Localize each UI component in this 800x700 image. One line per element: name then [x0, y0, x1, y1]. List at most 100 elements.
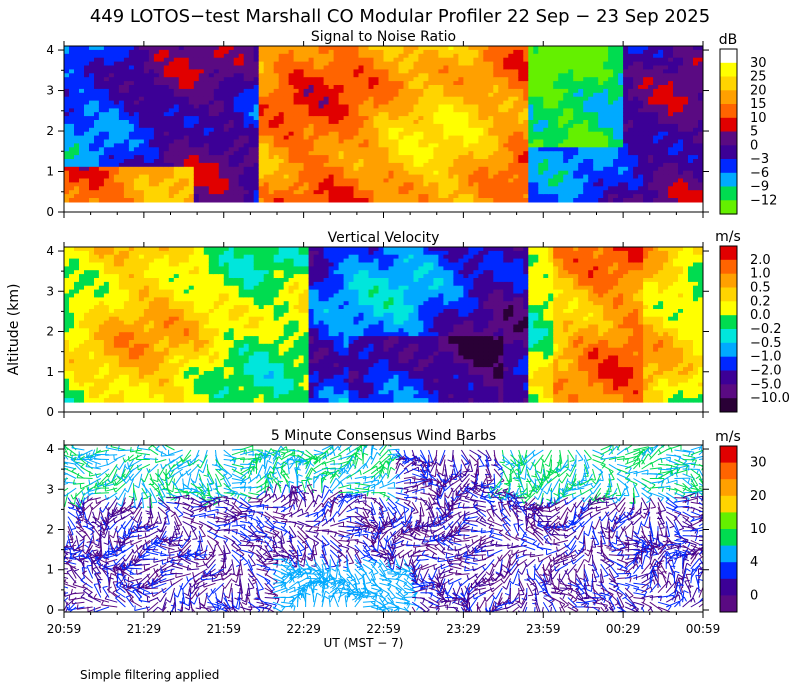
heat-cell: [623, 174, 629, 180]
heat-cell: [213, 182, 220, 187]
heat-cell: [633, 108, 639, 113]
heat-cell: [418, 182, 424, 187]
heat-cell: [128, 127, 135, 133]
heat-cell: [188, 96, 195, 102]
heat-cell: [443, 166, 449, 172]
heat-cell: [193, 85, 200, 90]
heat-cell: [478, 186, 484, 191]
heat-cell: [253, 100, 260, 106]
heat-cell: [403, 123, 410, 129]
heat-cell: [193, 65, 200, 70]
heat-cell: [333, 69, 340, 74]
heat-cell: [403, 127, 410, 133]
heat-cell: [458, 92, 464, 98]
heat-cell: [558, 100, 564, 106]
heat-cell: [79, 170, 85, 176]
heat-cell: [378, 49, 385, 55]
heat-cell: [228, 155, 235, 160]
heat-cell: [283, 57, 290, 63]
heat-cell: [123, 53, 130, 59]
heat-cell: [108, 85, 115, 90]
heat-cell: [658, 81, 664, 86]
heat-cell: [84, 147, 90, 152]
heat-cell: [403, 186, 410, 191]
heat-cell: [608, 174, 614, 180]
heat-cell: [513, 112, 519, 117]
heat-cell: [283, 77, 290, 82]
heat-cell: [173, 143, 180, 148]
heat-cell: [523, 49, 529, 55]
heat-cell: [673, 77, 679, 82]
heat-cell: [278, 77, 285, 82]
heat-cell: [548, 147, 554, 152]
heat-cell: [378, 178, 385, 183]
heat-cell: [138, 162, 145, 168]
heat-cell: [163, 88, 170, 94]
heat-cell: [84, 151, 90, 156]
heat-cell: [443, 77, 449, 82]
heat-cell: [678, 170, 684, 176]
heat-cell: [568, 104, 574, 109]
heat-cell: [613, 143, 619, 148]
heat-cell: [568, 190, 574, 195]
heat-cell: [89, 178, 95, 183]
heat-cell: [263, 123, 270, 129]
heat-cell: [563, 198, 569, 203]
heat-cell: [543, 135, 549, 141]
heat-cell: [133, 96, 140, 102]
heat-cell: [163, 190, 170, 195]
heat-cell: [503, 65, 509, 70]
heat-cell: [293, 178, 300, 183]
heat-cell: [64, 81, 70, 86]
heat-cell: [558, 112, 564, 117]
heat-cell: [168, 182, 175, 187]
heat-cell: [613, 194, 619, 199]
heat-cell: [253, 61, 260, 67]
heat-cell: [243, 112, 250, 117]
heat-cell: [133, 151, 140, 156]
heat-cell: [328, 112, 335, 117]
heat-cell: [388, 49, 395, 55]
heat-cell: [393, 182, 400, 187]
heat-cell: [153, 123, 160, 129]
heat-cell: [643, 49, 649, 55]
heat-cell: [378, 166, 385, 172]
heat-cell: [208, 127, 215, 133]
heat-cell: [123, 85, 130, 90]
heat-cell: [648, 112, 654, 117]
heat-cell: [323, 81, 330, 86]
heat-cell: [333, 162, 340, 168]
heat-cell: [588, 92, 594, 98]
heat-cell: [203, 65, 210, 70]
heat-cell: [368, 112, 375, 117]
heat-cell: [463, 123, 469, 129]
heat-cell: [663, 123, 669, 129]
heat-cell: [568, 127, 574, 133]
heat-cell: [278, 170, 285, 176]
heat-cell: [488, 127, 494, 133]
heat-cell: [598, 170, 604, 176]
heat-cell: [263, 112, 270, 117]
heat-cell: [318, 190, 325, 195]
heat-cell: [578, 162, 584, 168]
heat-cell: [348, 135, 355, 141]
heat-cell: [533, 77, 539, 82]
heat-cell: [64, 92, 70, 98]
heat-cell: [173, 166, 180, 172]
heat-cell: [193, 123, 200, 129]
heat-cell: [168, 112, 175, 117]
heat-cell: [293, 96, 300, 102]
heat-cell: [523, 143, 529, 148]
heat-cell: [623, 198, 629, 203]
heat-cell: [583, 120, 589, 125]
heat-cell: [398, 81, 405, 86]
heat-cell: [233, 120, 240, 125]
heat-cell: [108, 151, 115, 156]
heat-cell: [298, 143, 305, 148]
heat-cell: [143, 49, 150, 55]
heat-cell: [208, 92, 215, 98]
heat-cell: [103, 112, 110, 117]
heat-cell: [503, 112, 509, 117]
heat-cell: [633, 53, 639, 59]
heat-cell: [243, 100, 250, 106]
